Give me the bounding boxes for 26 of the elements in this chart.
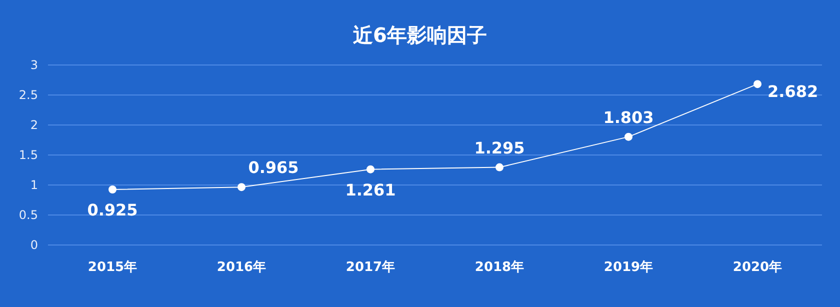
- y-tick-label: 0: [30, 238, 38, 252]
- y-tick-label: 1.5: [18, 148, 38, 162]
- data-label: 0.925: [87, 200, 138, 220]
- data-label: 2.682: [768, 82, 818, 102]
- point: [238, 183, 246, 192]
- x-tick-label: 2019年: [604, 260, 654, 275]
- chart-title: 近6年影响因子: [352, 23, 487, 47]
- data-label: 1.261: [345, 180, 396, 200]
- data-label: 1.803: [603, 108, 654, 127]
- x-tick-label: 2017年: [346, 260, 396, 275]
- point: [624, 132, 632, 141]
- x-tick-label: 2020年: [732, 260, 782, 275]
- x-tick-label: 2016年: [216, 260, 266, 275]
- x-tick-label: 2015年: [88, 260, 138, 275]
- data-label: 1.295: [474, 138, 525, 158]
- y-tick-label: 3: [30, 58, 38, 72]
- y-tick-label: 2.5: [18, 88, 38, 102]
- y-tick-label: 2: [30, 118, 38, 132]
- x-tick-label: 2018年: [474, 260, 524, 275]
- point: [366, 165, 374, 174]
- point: [108, 186, 116, 194]
- point: [754, 80, 762, 88]
- data-label: 0.965: [248, 158, 299, 178]
- y-tick-label: 1: [30, 178, 38, 192]
- y-tick-label: 0.5: [18, 208, 38, 222]
- point: [496, 163, 504, 172]
